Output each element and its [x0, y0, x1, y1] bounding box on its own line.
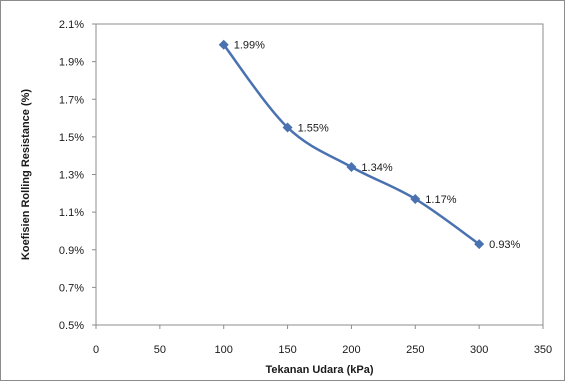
x-axis-ticks: 0 50 100 150 200 250 300 350 — [93, 325, 552, 356]
data-label: 1.99% — [234, 40, 265, 52]
series-line — [222, 43, 480, 246]
y-tick-label: 0.9% — [59, 245, 84, 257]
x-axis-title: Tekanan Udara (kPa) — [265, 364, 373, 376]
data-point-marker — [218, 39, 229, 50]
data-point-marker — [346, 161, 357, 172]
x-tick-label: 350 — [534, 344, 552, 356]
data-point-marker — [282, 122, 293, 133]
plot-area-border — [95, 23, 544, 326]
data-point-marker — [410, 193, 421, 204]
y-tick-label: 1.9% — [59, 57, 84, 69]
data-label: 0.93% — [489, 239, 520, 251]
y-tick-label: 1.5% — [59, 132, 84, 144]
y-tick-label: 0.7% — [59, 282, 84, 294]
y-tick-label: 1.7% — [59, 94, 84, 106]
y-tick-label: 2.1% — [59, 19, 84, 31]
data-label: 1.17% — [425, 194, 456, 206]
data-point-marker — [474, 239, 485, 250]
x-tick-label: 200 — [342, 344, 360, 356]
y-axis-title: Koefisien Rolling Resistance (%) — [20, 89, 32, 260]
data-label: 1.34% — [361, 162, 392, 174]
x-tick-label: 100 — [215, 344, 233, 356]
series-group: 1.99% 1.55% 1.34% 1.17% 0.93% — [218, 39, 521, 251]
y-axis-ticks: 0.5% 0.7% 0.9% 1.1% 1.3% 1.5% 1.7% 1.9% 2.1% — [59, 19, 96, 332]
x-tick-label: 0 — [93, 344, 99, 356]
x-tick-label: 300 — [470, 344, 488, 356]
x-tick-label: 150 — [278, 344, 296, 356]
plot-area-group — [95, 23, 544, 326]
x-tick-label: 250 — [406, 344, 424, 356]
y-tick-label: 1.3% — [59, 170, 84, 182]
x-tick-label: 50 — [154, 344, 166, 356]
y-tick-label: 0.5% — [59, 320, 84, 332]
y-tick-label: 1.1% — [59, 207, 84, 219]
data-label: 1.55% — [298, 122, 329, 134]
